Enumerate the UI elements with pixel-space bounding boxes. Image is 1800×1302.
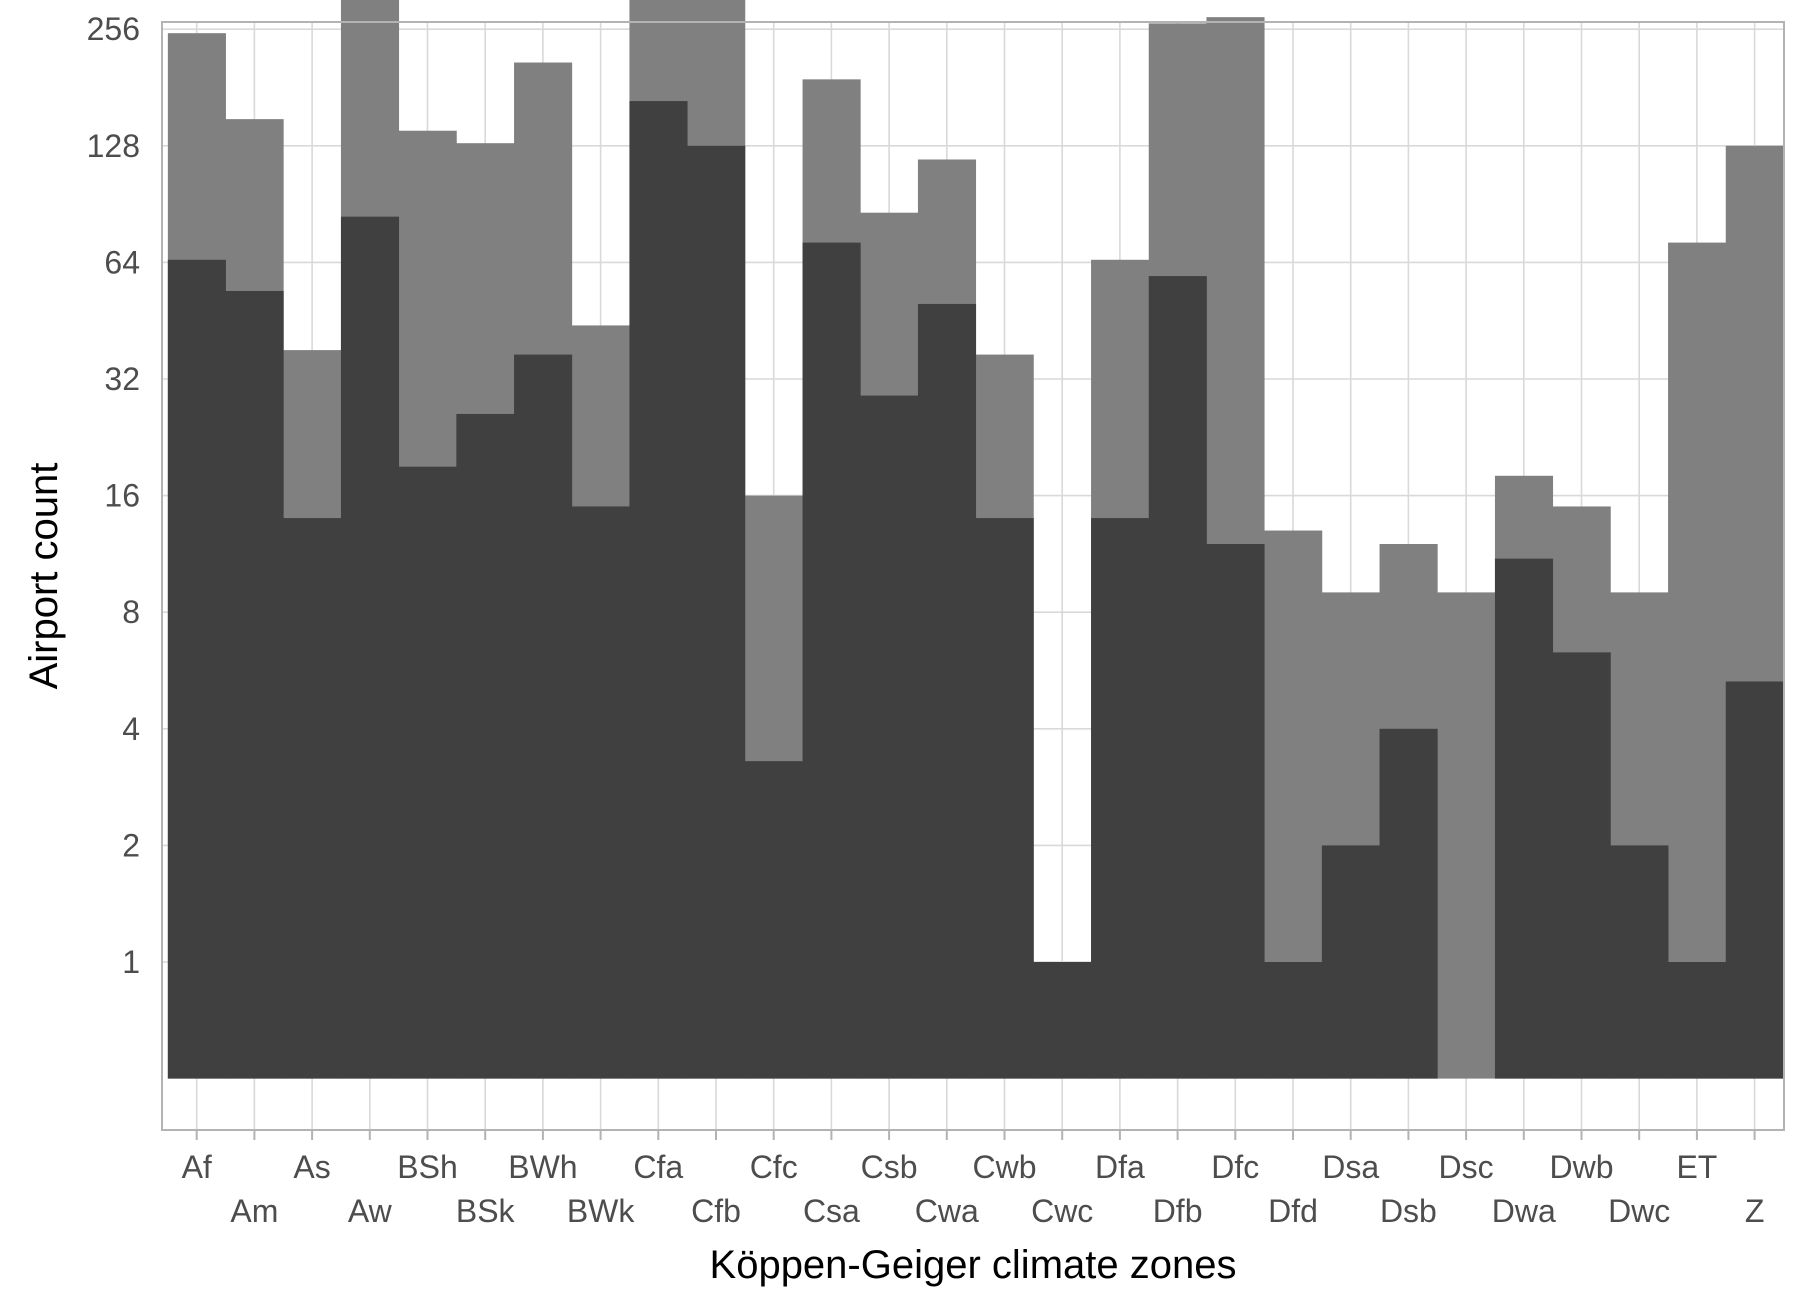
x-tick-label: Dsc [1439, 1149, 1494, 1185]
bar-bwh-inner [514, 354, 573, 1079]
y-axis-tick-labels: 1 2 4 8 16 32 64 128 256 [87, 11, 140, 980]
y-tick-label: 8 [122, 594, 140, 630]
y-tick-label: 64 [104, 244, 140, 280]
bar-am-inner [225, 290, 284, 1079]
bar-dfd-inner [1264, 962, 1323, 1079]
bar-bsk-inner [456, 413, 515, 1079]
x-tick-label: Aw [348, 1193, 393, 1229]
x-tick-label: Dwb [1549, 1149, 1613, 1185]
x-tick-label: Dfa [1095, 1149, 1145, 1185]
x-tick-label: Dfb [1153, 1193, 1203, 1229]
bar-cfc-inner [744, 761, 803, 1079]
y-tick-label: 4 [122, 711, 140, 747]
x-tick-label: Dwc [1608, 1193, 1670, 1229]
x-tick-label: BWk [567, 1193, 636, 1229]
bar-dfc-inner [1206, 543, 1265, 1079]
bar-cfb-inner [687, 145, 746, 1079]
x-tick-label: BSh [397, 1149, 457, 1185]
x-tick-label: Cfb [691, 1193, 741, 1229]
x-tick-label: Dfd [1268, 1193, 1318, 1229]
bar-af-inner [167, 259, 226, 1079]
x-axis-title: Köppen-Geiger climate zones [710, 1243, 1237, 1287]
x-tick-label: Dfc [1211, 1149, 1259, 1185]
bar-csa-inner [802, 242, 861, 1079]
y-tick-label: 16 [104, 478, 140, 514]
bar-dfb-inner [1148, 276, 1207, 1079]
bar-bwk-inner [571, 506, 630, 1079]
bar-csb-inner [860, 395, 919, 1079]
bar-z-inner [1725, 681, 1784, 1079]
x-tick-label: Csa [803, 1193, 860, 1229]
bar-dsa-inner [1321, 845, 1380, 1079]
y-axis-title: Airport count [22, 463, 66, 690]
series-subset [167, 101, 1784, 1079]
y-tick-label: 1 [122, 944, 140, 980]
x-tick-label: BSk [456, 1193, 516, 1229]
x-tick-label: BWh [508, 1149, 577, 1185]
bar-dwc-inner [1610, 845, 1669, 1079]
bar-aw-inner [340, 216, 400, 1079]
x-tick-label: Csb [861, 1149, 918, 1185]
bars [167, 0, 1784, 1079]
bar-cfa-inner [629, 101, 688, 1079]
y-tick-label: 256 [87, 11, 140, 47]
x-tick-label: Dwa [1492, 1193, 1556, 1229]
y-tick-label: 128 [87, 128, 140, 164]
x-tick-label: Cwc [1031, 1193, 1093, 1229]
bar-dwb-inner [1552, 652, 1611, 1079]
x-tick-label: Af [182, 1149, 212, 1185]
x-tick-label: Z [1745, 1193, 1765, 1229]
bar-dwa-inner [1494, 558, 1554, 1079]
x-tick-label: Dsa [1322, 1149, 1379, 1185]
x-tick-label: Dsb [1380, 1193, 1437, 1229]
y-tick-label: 32 [104, 361, 140, 397]
x-tick-label: Am [230, 1193, 278, 1229]
bar-dsb-inner [1379, 728, 1438, 1079]
x-tick-label: Cfc [750, 1149, 798, 1185]
bar-dsc-outer [1437, 592, 1496, 1079]
x-tick-label: ET [1676, 1149, 1717, 1185]
x-tick-label: Cwb [972, 1149, 1036, 1185]
bar-bsh-inner [398, 466, 457, 1079]
bar-et-inner [1668, 962, 1727, 1079]
x-axis-ticks [195, 1130, 1756, 1140]
x-tick-label: As [293, 1149, 330, 1185]
bar-as-inner [283, 518, 342, 1079]
y-tick-label: 2 [122, 827, 140, 863]
panel-border [161, 21, 1785, 1131]
bar-et-outer [1668, 242, 1727, 1079]
bar-cwc-inner [1033, 962, 1092, 1079]
x-tick-label: Cwa [915, 1193, 979, 1229]
bar-cwa-inner [917, 303, 977, 1079]
bar-cwb-inner [975, 518, 1034, 1079]
x-tick-label: Cfa [633, 1149, 683, 1185]
bar-dfa-inner [1091, 518, 1150, 1079]
